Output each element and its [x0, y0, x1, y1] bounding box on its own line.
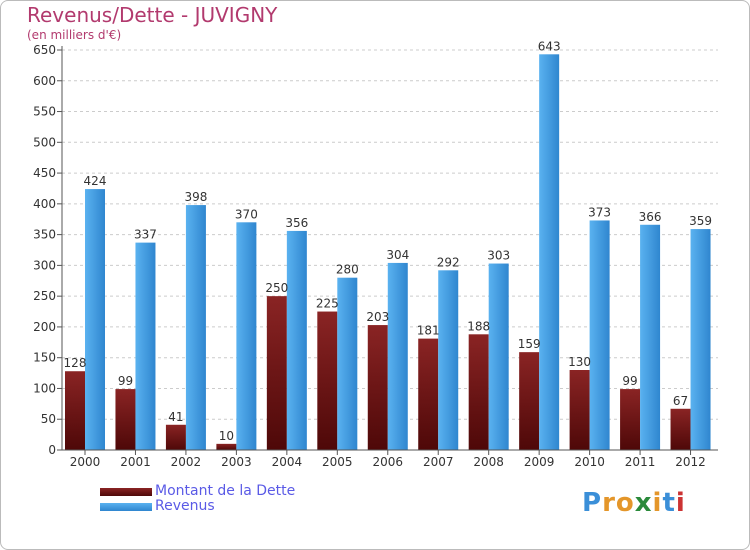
y-tick-label: 600: [33, 74, 56, 88]
logo-letter: o: [615, 488, 635, 518]
data-label-revenus: 398: [184, 190, 207, 204]
x-tick-label: 2003: [221, 455, 252, 469]
legend-swatch-debt: [100, 488, 152, 496]
logo-letter: x: [634, 488, 653, 518]
bar-revenus: [185, 205, 206, 450]
bar-revenus: [488, 263, 509, 450]
data-label-revenus: 356: [285, 216, 308, 230]
x-tick-label: 2012: [675, 455, 706, 469]
bar-revenus: [85, 189, 105, 451]
data-label-revenus: 303: [487, 249, 510, 263]
bar-debt: [519, 352, 540, 450]
y-tick-label: 300: [33, 258, 56, 272]
data-label-revenus: 359: [689, 214, 712, 228]
y-tick-label: 350: [33, 228, 56, 242]
bar-debt: [65, 371, 85, 450]
bar-revenus: [640, 224, 661, 450]
y-tick-label: 50: [41, 412, 56, 426]
bar-debt: [317, 311, 338, 450]
logo-letter: t: [662, 488, 676, 518]
x-tick-label: 2008: [473, 455, 504, 469]
bar-debt: [266, 296, 287, 450]
data-label-debt: 159: [518, 337, 541, 351]
bar-revenus: [337, 277, 358, 450]
data-label-revenus: 424: [84, 174, 107, 188]
data-label-debt: 225: [316, 297, 339, 311]
bar-revenus: [589, 220, 610, 450]
y-tick-label: 650: [33, 43, 56, 57]
logo-letter: P: [582, 488, 603, 518]
bar-debt: [569, 370, 590, 450]
bar-revenus: [438, 270, 459, 450]
data-label-revenus: 370: [235, 207, 258, 221]
x-tick-label: 2007: [423, 455, 454, 469]
x-tick-label: 2004: [272, 455, 303, 469]
bar-revenus: [135, 242, 156, 450]
chart-title: Revenus/Dette - JUVIGNY: [27, 3, 278, 27]
x-tick-label: 2011: [625, 455, 656, 469]
bar-debt: [367, 325, 388, 450]
data-label-debt: 10: [219, 429, 234, 443]
data-label-debt: 128: [64, 356, 87, 370]
data-label-debt: 188: [467, 319, 490, 333]
legend-label-debt: Montant de la Dette: [155, 483, 296, 499]
data-label-revenus: 366: [639, 210, 662, 224]
y-tick-label: 500: [33, 135, 56, 149]
x-tick-label: 2005: [322, 455, 353, 469]
bar-debt: [165, 424, 186, 450]
data-label-debt: 41: [168, 410, 183, 424]
x-tick-label: 2000: [70, 455, 101, 469]
x-tick-label: 2002: [171, 455, 202, 469]
data-label-revenus: 280: [336, 263, 359, 277]
data-label-revenus: 643: [538, 39, 561, 53]
data-label-debt: 99: [118, 374, 133, 388]
bar-debt: [216, 443, 237, 450]
y-tick-label: 150: [33, 351, 56, 365]
logo-letter: i: [675, 488, 686, 518]
data-label-debt: 181: [417, 324, 440, 338]
y-tick-label: 450: [33, 166, 56, 180]
legend-swatch-revenus: [100, 503, 152, 511]
y-tick-label: 250: [33, 289, 56, 303]
legend-label-revenus: Revenus: [155, 498, 215, 514]
bar-revenus: [286, 230, 307, 450]
proxiti-logo: Proxiti: [582, 488, 686, 518]
x-tick-label: 2009: [524, 455, 555, 469]
y-tick-label: 0: [48, 443, 56, 457]
data-label-revenus: 337: [134, 228, 157, 242]
x-tick-label: 2001: [120, 455, 151, 469]
y-tick-label: 550: [33, 105, 56, 119]
y-tick-label: 200: [33, 320, 56, 334]
data-label-revenus: 373: [588, 205, 611, 219]
y-tick-label: 400: [33, 197, 56, 211]
data-label-debt: 250: [265, 281, 288, 295]
bar-debt: [115, 389, 136, 450]
bar-revenus: [387, 262, 408, 450]
bar-debt: [620, 389, 641, 450]
data-label-revenus: 304: [386, 248, 409, 262]
bar-revenus: [236, 222, 257, 450]
chart-subtitle: (en milliers d'€): [27, 28, 122, 42]
logo-letter: i: [652, 488, 663, 518]
data-label-debt: 130: [568, 355, 591, 369]
x-tick-label: 2010: [574, 455, 605, 469]
data-label-revenus: 292: [437, 255, 460, 269]
data-label-debt: 203: [366, 310, 389, 324]
bar-debt: [468, 334, 489, 450]
data-label-debt: 67: [673, 394, 688, 408]
y-tick-label: 100: [33, 381, 56, 395]
bar-revenus: [690, 229, 711, 450]
x-tick-label: 2006: [372, 455, 403, 469]
bar-debt: [670, 408, 691, 450]
data-label-debt: 99: [622, 374, 637, 388]
bar-revenus: [539, 54, 560, 451]
logo-letter: r: [602, 488, 616, 518]
bar-debt: [418, 338, 439, 450]
